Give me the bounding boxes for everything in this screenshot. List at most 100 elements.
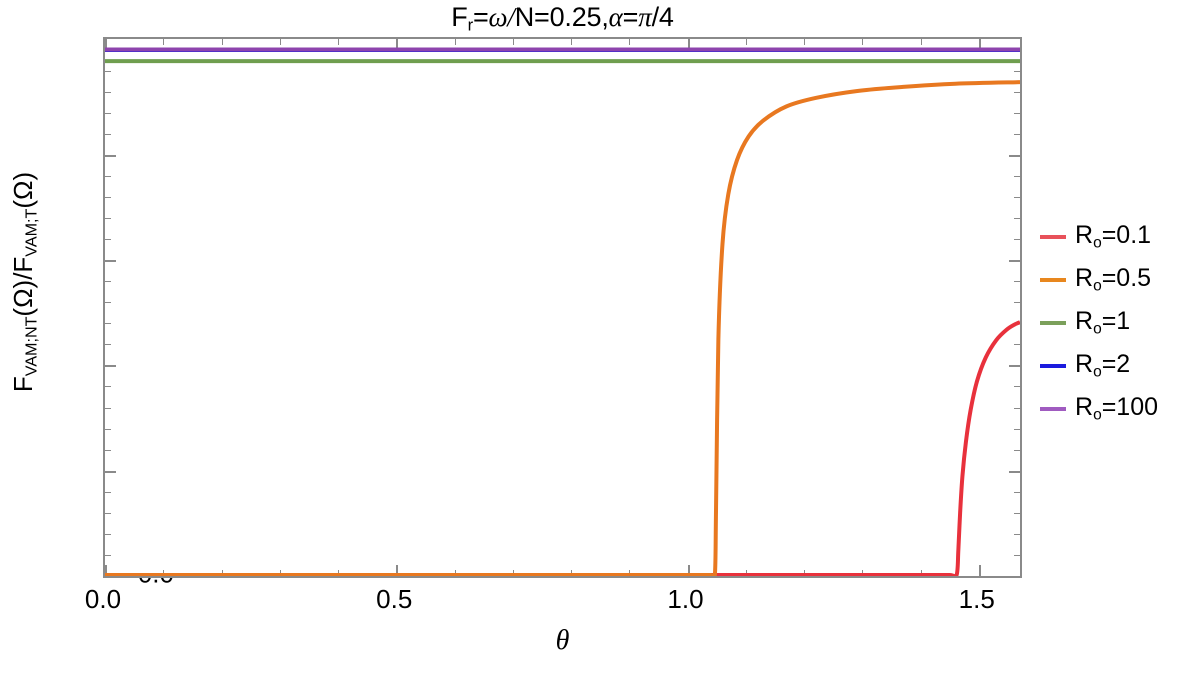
y-minor-tick-right xyxy=(1014,429,1020,430)
x-minor-tick-top xyxy=(513,39,514,45)
legend-label-subscript: o xyxy=(1093,320,1102,338)
legend-item-label: Ro=1 xyxy=(1075,306,1131,338)
y-minor-tick-left xyxy=(105,513,111,514)
y-minor-tick-right xyxy=(1014,555,1020,556)
x-major-tick-top xyxy=(396,39,398,50)
x-minor-tick-top xyxy=(222,39,223,45)
y-major-tick-left xyxy=(105,365,116,367)
y-minor-tick-left xyxy=(105,218,111,219)
x-tick-label: 1.0 xyxy=(667,584,704,614)
ylabel-subscript-1: VAM;NT xyxy=(22,316,41,377)
y-minor-tick-right xyxy=(1014,134,1020,135)
legend-item-label: Ro=0.1 xyxy=(1075,220,1152,252)
legend-item[interactable]: Ro=0.5 xyxy=(1040,258,1158,301)
y-major-tick-right xyxy=(1009,365,1020,367)
x-minor-tick-top xyxy=(629,39,630,45)
chart-legend: Ro=0.1 Ro=0.5 Ro=1 Ro=2 Ro=100 xyxy=(1040,215,1158,430)
y-minor-tick-right xyxy=(1014,302,1020,303)
x-tick-label: 0.5 xyxy=(376,584,413,614)
legend-color-swatch xyxy=(1040,320,1066,325)
y-major-tick-right xyxy=(1009,155,1020,157)
y-minor-tick-left xyxy=(105,113,111,114)
x-minor-tick-top xyxy=(571,39,572,45)
curve-layer xyxy=(105,47,1020,576)
ylabel-subscript-2: VAM;T xyxy=(22,208,41,257)
legend-item[interactable]: Ro=2 xyxy=(1040,344,1158,387)
x-minor-tick-top xyxy=(455,39,456,45)
title-omega: ω xyxy=(488,2,508,32)
y-minor-tick-left xyxy=(105,344,111,345)
x-minor-tick-top xyxy=(163,39,164,45)
plot-area xyxy=(103,37,1022,578)
y-minor-tick-right xyxy=(1014,281,1020,282)
y-minor-tick-right xyxy=(1014,218,1020,219)
chart-title-text: Fr=ω/N=0.25,α=π/4 xyxy=(451,2,674,35)
y-minor-tick-left xyxy=(105,239,111,240)
x-minor-tick-top xyxy=(746,39,747,45)
x-minor-tick-top xyxy=(338,39,339,45)
x-minor-tick-top xyxy=(862,39,863,45)
x-minor-tick-top xyxy=(804,39,805,45)
x-major-tick-bottom xyxy=(688,565,690,576)
legend-label-subscript: o xyxy=(1093,406,1102,424)
legend-label-subscript: o xyxy=(1093,234,1102,252)
y-minor-tick-left xyxy=(105,71,111,72)
x-tick-label: 1.5 xyxy=(958,584,995,614)
legend-item-label: Ro=0.5 xyxy=(1075,263,1152,295)
y-minor-tick-left xyxy=(105,176,111,177)
legend-color-swatch xyxy=(1040,234,1066,239)
legend-item[interactable]: Ro=0.1 xyxy=(1040,215,1158,258)
y-minor-tick-right xyxy=(1014,197,1020,198)
title-subscript-r: r xyxy=(467,15,474,35)
y-minor-tick-left xyxy=(105,534,111,535)
legend-item[interactable]: Ro=1 xyxy=(1040,301,1158,344)
y-minor-tick-left xyxy=(105,429,111,430)
title-alpha: α xyxy=(608,2,623,32)
y-minor-tick-left xyxy=(105,134,111,135)
y-minor-tick-left xyxy=(105,492,111,493)
y-minor-tick-right xyxy=(1014,534,1020,535)
x-tick-label: 0.0 xyxy=(84,584,122,614)
x-major-tick-bottom xyxy=(105,565,107,576)
x-major-tick-bottom xyxy=(396,565,398,576)
y-minor-tick-left xyxy=(105,386,111,387)
y-minor-tick-right xyxy=(1014,386,1020,387)
y-major-tick-left xyxy=(105,260,116,262)
legend-color-swatch xyxy=(1040,406,1066,411)
x-major-tick-bottom xyxy=(979,565,981,576)
x-major-tick-top xyxy=(688,39,690,50)
y-minor-tick-right xyxy=(1014,113,1020,114)
y-minor-tick-right xyxy=(1014,176,1020,177)
x-major-tick-top xyxy=(105,39,107,50)
y-minor-tick-right xyxy=(1014,408,1020,409)
y-minor-tick-right xyxy=(1014,71,1020,72)
y-major-tick-right xyxy=(1009,471,1020,473)
x-major-tick-top xyxy=(979,39,981,50)
y-minor-tick-left xyxy=(105,323,111,324)
y-major-tick-right xyxy=(1009,260,1020,262)
y-major-tick-left xyxy=(105,471,116,473)
y-minor-tick-left xyxy=(105,197,111,198)
y-minor-tick-right xyxy=(1014,450,1020,451)
legend-item-label: Ro=2 xyxy=(1075,349,1131,381)
curve-r-o-0-5 xyxy=(105,80,1020,576)
y-axis-label-text: FVAM;NT(Ω)/FVAM;T(Ω) xyxy=(8,171,41,393)
legend-item[interactable]: Ro=100 xyxy=(1040,387,1158,430)
y-major-tick-left xyxy=(105,576,116,578)
y-minor-tick-right xyxy=(1014,239,1020,240)
y-major-tick-left xyxy=(105,155,116,157)
y-minor-tick-left xyxy=(105,92,111,93)
legend-item-label: Ro=100 xyxy=(1075,392,1158,424)
legend-label-subscript: o xyxy=(1093,363,1102,381)
y-minor-tick-left xyxy=(105,302,111,303)
chart-title: Fr=ω/N=0.25,α=π/4 xyxy=(103,2,1022,36)
legend-color-swatch xyxy=(1040,277,1066,282)
y-minor-tick-right xyxy=(1014,513,1020,514)
x-minor-tick-top xyxy=(280,39,281,45)
x-minor-tick-top xyxy=(921,39,922,45)
y-minor-tick-left xyxy=(105,450,111,451)
y-minor-tick-left xyxy=(105,281,111,282)
y-axis-label: FVAM;NT(Ω)/FVAM;T(Ω) xyxy=(5,2,45,562)
title-pi: π xyxy=(638,2,652,32)
